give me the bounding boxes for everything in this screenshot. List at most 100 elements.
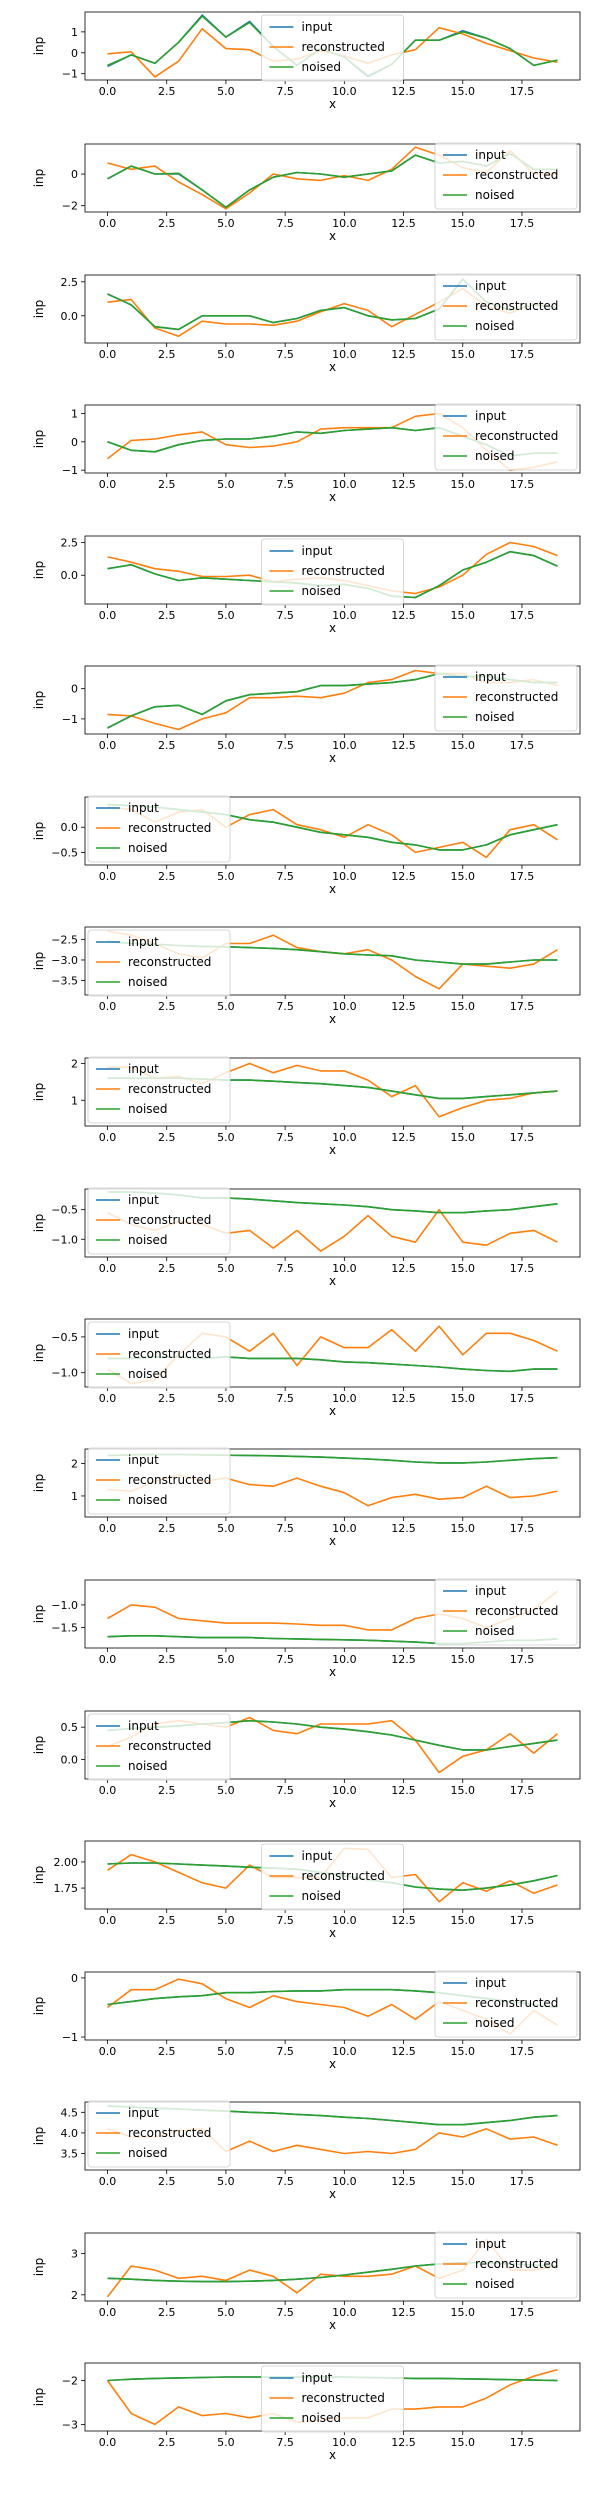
legend-label-reconstructed: reconstructed [128, 1739, 211, 1753]
legend-label-input: input [302, 544, 333, 558]
x-tick-label: 17.5 [510, 1392, 535, 1405]
x-tick-label: 10.0 [332, 1131, 357, 1144]
legend-label-input: input [302, 2371, 333, 2385]
x-axis-label: x [329, 1143, 336, 1157]
legend: input reconstructed noised [87, 1447, 231, 1515]
y-tick-label: 1 [71, 408, 78, 421]
legend-label-reconstructed: reconstructed [302, 40, 385, 54]
y-axis-label: inp [32, 561, 46, 580]
x-tick-label: 0.0 [99, 1000, 117, 1013]
x-tick-label: 0.0 [99, 2306, 117, 2319]
x-tick-label: 17.5 [510, 1522, 535, 1535]
legend-label-noised: noised [128, 1759, 168, 1773]
legend-label-input: input [475, 279, 506, 293]
legend: input reconstructed noised [434, 142, 578, 210]
x-axis-label: x [329, 621, 336, 635]
x-tick-label: 7.5 [276, 2306, 294, 2319]
plot-frame [84, 1188, 581, 1258]
x-tick-label: 2.5 [158, 1522, 176, 1535]
y-axis-label: inp [32, 1474, 46, 1493]
plot-frame [84, 274, 581, 344]
x-tick-label: 5.0 [217, 1522, 235, 1535]
x-tick-label: 10.0 [332, 1653, 357, 1666]
legend-box [261, 2365, 404, 2433]
x-tick-label: 2.5 [158, 870, 176, 883]
x-axis-label: x [329, 2057, 336, 2071]
legend-label-noised: noised [128, 1233, 168, 1247]
legend: input reconstructed noised [261, 14, 404, 82]
x-tick-label: 10.0 [332, 1392, 357, 1405]
legend: input reconstructed noised [434, 403, 578, 471]
y-tick-label: −2 [62, 2375, 78, 2388]
x-tick-label: 2.5 [158, 739, 176, 752]
y-tick-label: 2.5 [61, 276, 79, 289]
x-tick-label: 5.0 [217, 1914, 235, 1927]
y-axis-label: inp [32, 1344, 46, 1363]
x-tick-label: 12.5 [391, 1392, 416, 1405]
legend-label-noised: noised [475, 188, 515, 202]
x-axis-label: x [329, 360, 336, 374]
y-axis-label: inp [32, 952, 46, 971]
x-tick-label: 7.5 [276, 870, 294, 883]
plot-frame [84, 1057, 581, 1127]
y-tick-label: 1 [71, 1094, 78, 1107]
x-tick-label: 12.5 [391, 1914, 416, 1927]
x-tick-label: 2.5 [158, 217, 176, 230]
chart-panel-12: 0.0 2.5 5.0 7.5 10.0 12.5 15.0 17.5 1 2 x inp input r… [32, 1447, 581, 1548]
x-tick-label: 2.5 [158, 2045, 176, 2058]
chart-panel-9: 0.0 2.5 5.0 7.5 10.0 12.5 15.0 17.5 1 2 x inp input r… [32, 1056, 581, 1157]
legend-label-noised: noised [475, 449, 515, 463]
x-axis-label: x [329, 229, 336, 243]
x-tick-label: 10.0 [332, 1784, 357, 1797]
legend: input reconstructed noised [87, 1321, 231, 1389]
x-tick-label: 17.5 [510, 870, 535, 883]
x-tick-label: 2.5 [158, 1914, 176, 1927]
y-tick-label: 0.0 [61, 569, 79, 582]
legend-box [87, 1056, 231, 1124]
x-tick-label: 2.5 [158, 1392, 176, 1405]
x-tick-label: 2.5 [158, 1262, 176, 1275]
legend-label-noised: noised [128, 2146, 168, 2160]
legend-label-reconstructed: reconstructed [302, 1869, 385, 1883]
x-tick-label: 2.5 [158, 1784, 176, 1797]
x-tick-label: 7.5 [276, 1262, 294, 1275]
x-tick-label: 2.5 [158, 2306, 176, 2319]
x-tick-label: 5.0 [217, 2175, 235, 2188]
legend-label-reconstructed: reconstructed [128, 821, 211, 835]
legend-label-reconstructed: reconstructed [475, 690, 558, 704]
x-axis-label: x [329, 2187, 336, 2201]
legend-label-noised: noised [302, 60, 342, 74]
y-axis-label: inp [32, 1214, 46, 1233]
y-tick-label: −3 [62, 2418, 78, 2431]
x-tick-label: 2.5 [158, 1131, 176, 1144]
y-axis-label: inp [32, 822, 46, 841]
x-tick-label: 15.0 [451, 1262, 476, 1275]
legend-label-noised: noised [128, 1493, 168, 1507]
x-tick-label: 7.5 [276, 1000, 294, 1013]
legend-label-reconstructed: reconstructed [475, 299, 558, 313]
legend-box [261, 538, 404, 606]
y-tick-label: 0.0 [61, 821, 79, 834]
legend-box [434, 142, 578, 210]
x-tick-label: 0.0 [99, 1262, 117, 1275]
legend-box [261, 1843, 404, 1911]
legend-label-input: input [128, 1193, 159, 1207]
y-axis-label: inp [32, 2258, 46, 2277]
x-axis-label: x [329, 1404, 336, 1418]
x-tick-label: 12.5 [391, 870, 416, 883]
x-tick-label: 17.5 [510, 2436, 535, 2449]
x-tick-label: 7.5 [276, 217, 294, 230]
plot-frame [84, 926, 581, 996]
x-tick-label: 17.5 [510, 1784, 535, 1797]
chart-panel-14: 0.0 2.5 5.0 7.5 10.0 12.5 15.0 17.5 0.0 0.5 x inp in… [32, 1710, 581, 1810]
x-tick-label: 15.0 [451, 2306, 476, 2319]
chart-panel-4: 0.0 2.5 5.0 7.5 10.0 12.5 15.0 17.5 −1 0 1 x inp inpu… [32, 403, 581, 504]
legend-label-reconstructed: reconstructed [128, 2126, 211, 2140]
y-tick-label: 1 [71, 26, 78, 39]
chart-panel-16: 0.0 2.5 5.0 7.5 10.0 12.5 15.0 17.5 −1 0 x inp input… [32, 1970, 581, 2071]
y-tick-label: −3.5 [51, 975, 78, 988]
x-tick-label: 7.5 [276, 739, 294, 752]
legend-label-reconstructed: reconstructed [128, 1347, 211, 1361]
x-tick-label: 15.0 [451, 2045, 476, 2058]
x-tick-label: 15.0 [451, 85, 476, 98]
